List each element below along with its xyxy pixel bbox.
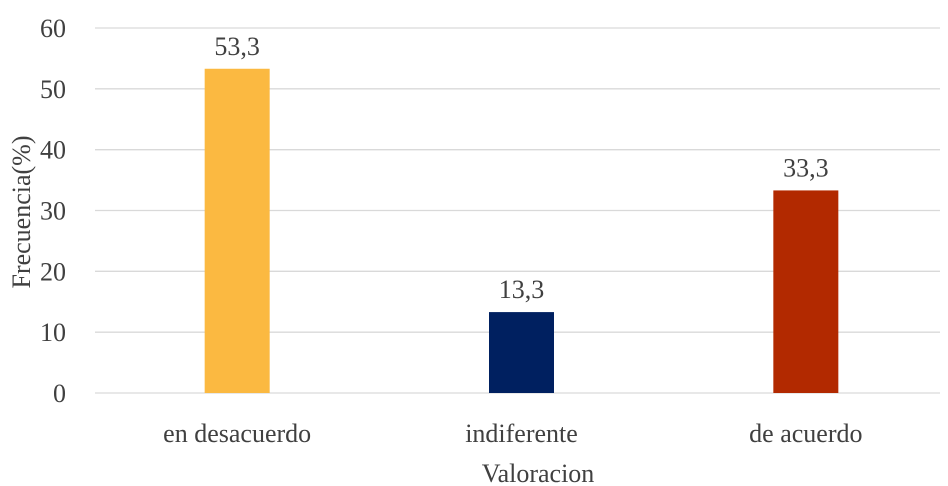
x-tick-label: de acuerdo — [749, 419, 862, 448]
y-axis-title: Frecuencia(%) — [7, 135, 36, 288]
y-tick-label: 20 — [40, 257, 66, 286]
bar — [773, 190, 839, 393]
bar — [489, 312, 554, 393]
data-label: 33,3 — [783, 153, 829, 182]
data-labels: 53,3 13,3 33,3 — [214, 32, 828, 304]
x-tick-label: indiferente — [465, 419, 578, 448]
y-tick-label: 50 — [40, 75, 66, 104]
y-tick-label: 0 — [53, 379, 66, 408]
y-axis-ticks: 0 10 20 30 40 50 60 — [40, 14, 66, 408]
y-tick-label: 40 — [40, 136, 66, 165]
x-axis-categories: en desacuerdo indiferente de acuerdo — [163, 419, 862, 448]
x-tick-label: en desacuerdo — [163, 419, 311, 448]
data-label: 13,3 — [499, 275, 545, 304]
y-tick-label: 30 — [40, 197, 66, 226]
y-tick-label: 60 — [40, 14, 66, 43]
bars — [204, 68, 839, 393]
y-tick-label: 10 — [40, 318, 66, 347]
bar — [204, 68, 270, 393]
x-axis-title: Valoracion — [482, 459, 595, 486]
data-label: 53,3 — [214, 32, 260, 61]
